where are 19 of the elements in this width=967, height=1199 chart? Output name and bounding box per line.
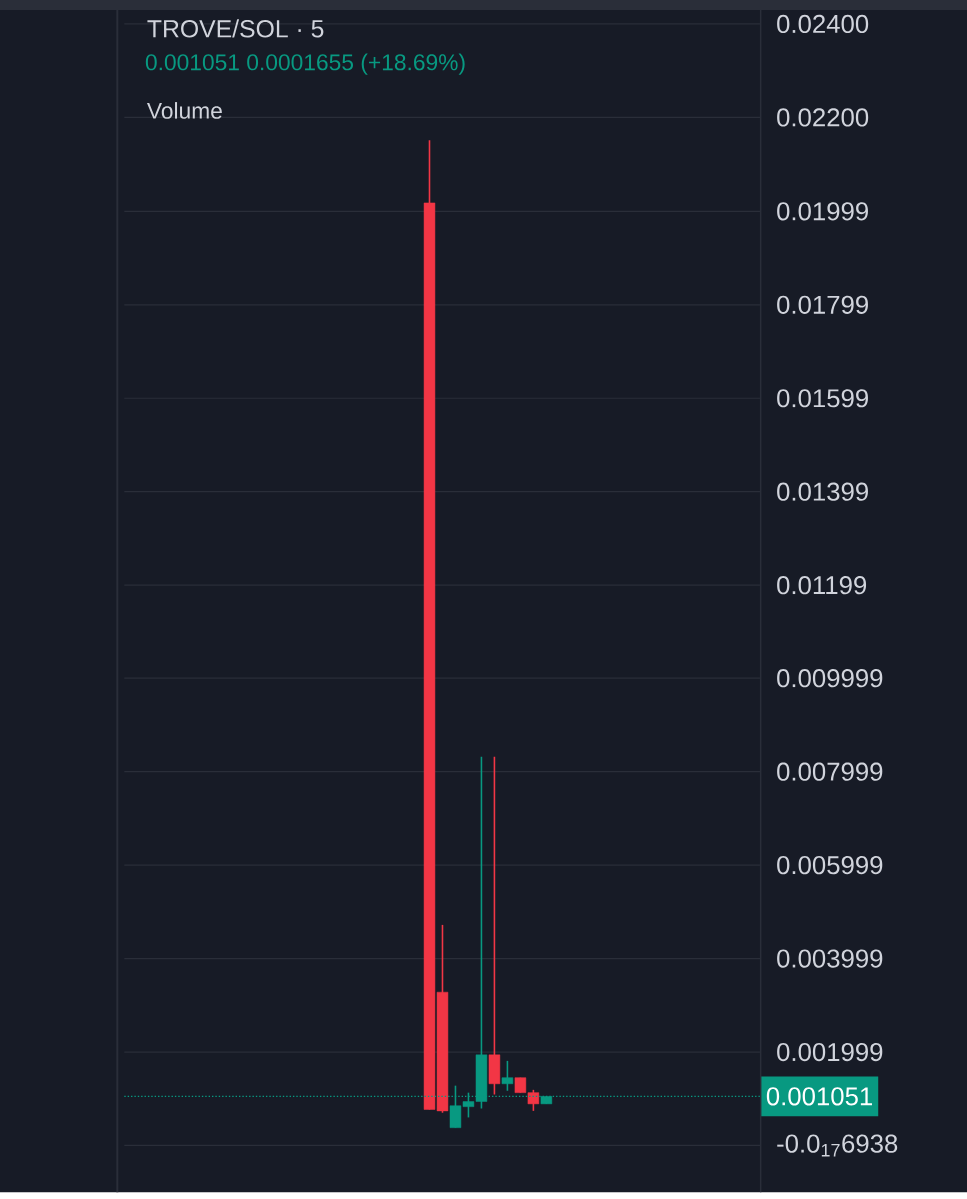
y-tick-label: 0.02400 [776, 14, 868, 34]
y-tick-label: 0.009999 [776, 669, 883, 688]
y-tick-label: 0.01999 [776, 202, 868, 221]
y-tick-label: 0.01399 [776, 482, 868, 501]
ref-line-label: 0.001051 [766, 1087, 872, 1106]
y-tick-label: -0.0$_{17}$6938 [777, 1134, 897, 1157]
candlestick [501, 1060, 513, 1092]
y-tick-label: 0.003999 [776, 949, 883, 968]
y-tick-label: 0.007999 [776, 762, 883, 781]
y-tick-label: 0.01599 [776, 389, 868, 408]
y-tick-label: 0.005999 [776, 856, 883, 875]
y-tick-label: 0.01799 [776, 295, 868, 314]
y-tick-label: 0.001999 [776, 1042, 883, 1062]
y-tick-label: 0.02200 [776, 108, 868, 127]
y-tick-label: 0.01199 [776, 576, 866, 595]
annotation: Volume [146, 102, 222, 119]
annotation: 0.001051 0.0001655 (+18.69%) [145, 53, 465, 75]
chart-title: TROVE/SOL · 5 [147, 19, 324, 38]
candlestick [488, 755, 500, 1096]
